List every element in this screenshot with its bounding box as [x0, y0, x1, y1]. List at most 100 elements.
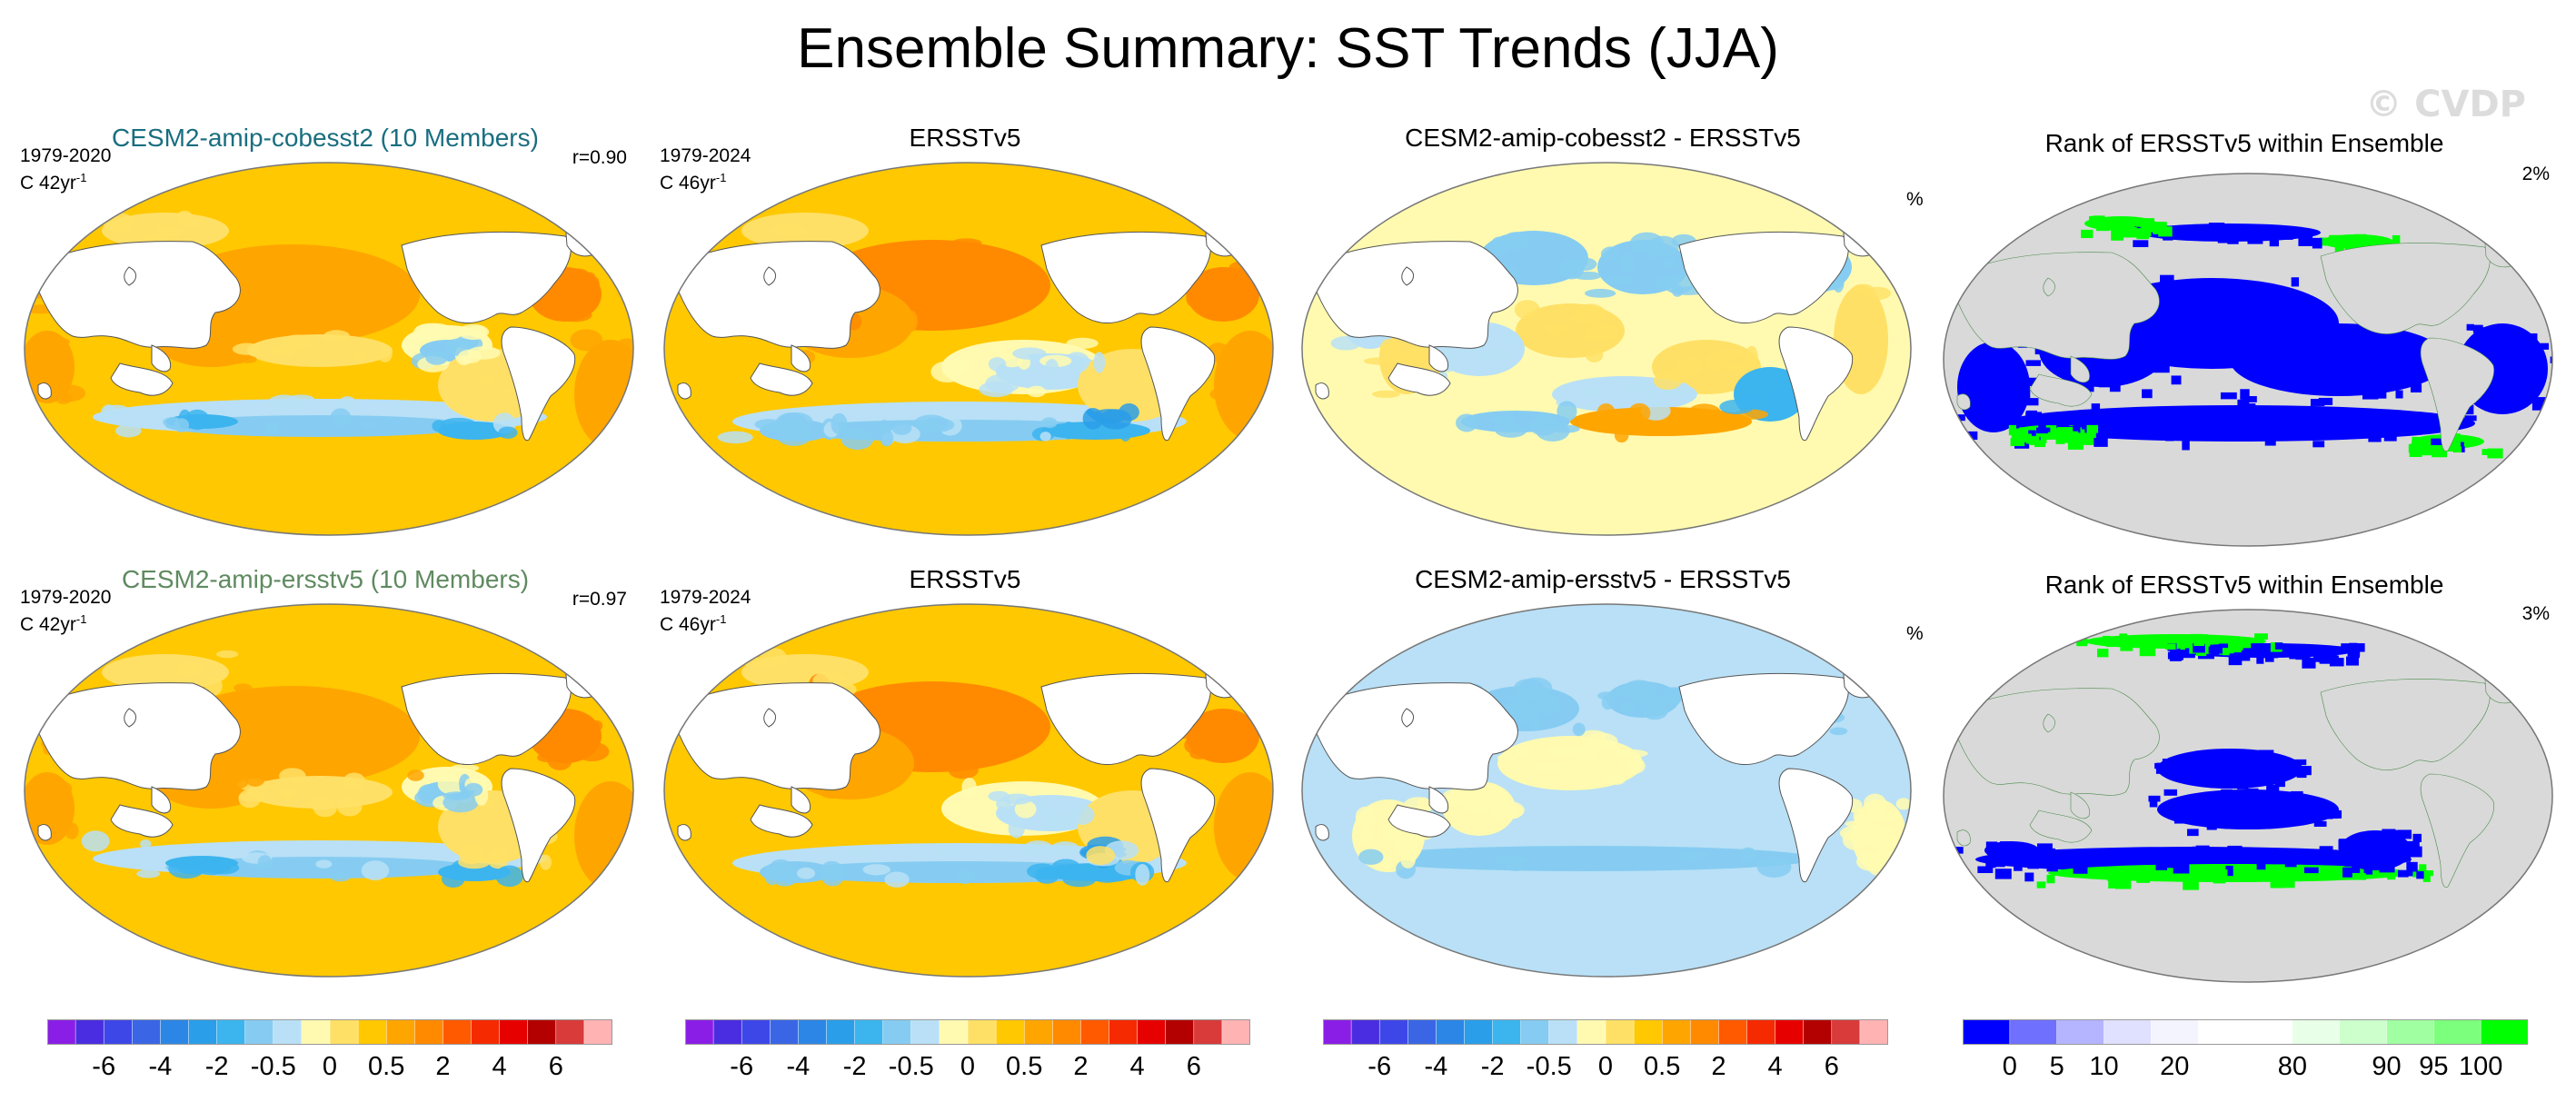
- rank-cell: [2242, 412, 2253, 423]
- rank-cell: [2160, 274, 2174, 283]
- colorbar-swatch: [2009, 1019, 2058, 1046]
- land: [1956, 829, 1971, 847]
- land: [1778, 768, 1854, 883]
- contour-patch: [96, 649, 115, 664]
- rank-cell: [2193, 636, 2205, 647]
- rank-cell: [2412, 436, 2424, 444]
- land: [1678, 231, 1849, 324]
- land: [35, 241, 241, 349]
- rank-cell: [2158, 226, 2173, 237]
- contour-patch: [905, 310, 918, 333]
- contour-patch: [1461, 787, 1481, 800]
- contour-patch: [862, 864, 890, 876]
- colorbar-swatch: [826, 1019, 856, 1046]
- contour-patch: [1069, 805, 1095, 825]
- contour-patch: [140, 839, 152, 849]
- land: [1313, 241, 1518, 349]
- rank-cell: [2337, 361, 2354, 368]
- rank-cell: [2416, 358, 2424, 368]
- contour-patch: [417, 784, 440, 804]
- land: [750, 362, 813, 396]
- land: [1428, 344, 1449, 372]
- colorbar-swatch: [910, 1019, 940, 1046]
- contour-patch: [1537, 694, 1562, 717]
- rank-cell: [2333, 854, 2342, 862]
- contour-patch: [771, 421, 793, 433]
- map-field: [25, 163, 633, 535]
- contour-patch: [174, 418, 190, 432]
- contour-patch: [608, 372, 633, 386]
- contour-patch: [1226, 810, 1240, 832]
- contour-patch: [891, 422, 912, 435]
- rank-cell: [2318, 397, 2333, 405]
- contour-patch: [1215, 730, 1244, 741]
- rank-cell: [2384, 852, 2400, 862]
- contour-patch: [1662, 257, 1676, 270]
- rank-cell: [2379, 863, 2395, 873]
- contour-patch: [265, 422, 279, 436]
- contour-patch: [43, 779, 73, 798]
- rank-cell: [2101, 218, 2113, 228]
- contour-patch: [1023, 840, 1053, 857]
- rank-cell: [2153, 226, 2163, 234]
- rank-cell: [2122, 361, 2130, 372]
- rank-cell: [2328, 235, 2341, 242]
- contour-patch: [1680, 851, 1706, 863]
- rank-cell: [2208, 223, 2225, 233]
- contour-patch: [25, 355, 50, 370]
- rank-cell: [2229, 653, 2240, 664]
- contour-patch: [495, 865, 523, 888]
- rank-cell: [2452, 433, 2461, 440]
- colorbar-swatch: [1137, 1019, 1167, 1046]
- colorbar-swatch: [1605, 1019, 1635, 1046]
- contour-patch: [1713, 347, 1748, 360]
- contour-patch: [570, 329, 603, 352]
- rank-cell: [2312, 237, 2322, 249]
- rank-cell: [2337, 334, 2353, 345]
- land: [675, 682, 880, 790]
- contour-patch: [1634, 427, 1662, 435]
- map-outline: [1301, 162, 1912, 536]
- contour-patch: [847, 847, 871, 857]
- map: [663, 162, 1274, 536]
- colorbar-tick-label: 10: [2089, 1052, 2119, 1081]
- rank-cell: [2298, 235, 2313, 246]
- rank-cell: [2025, 398, 2039, 406]
- rank-cell: [2036, 843, 2053, 854]
- colorbar-swatch: [1548, 1019, 1578, 1046]
- rank-cell: [2187, 829, 2199, 837]
- land: [791, 786, 811, 814]
- rank-cell: [2457, 417, 2468, 427]
- contour-patch: [1059, 423, 1077, 435]
- contour-patch: [988, 790, 1010, 802]
- rank-cell: [2199, 868, 2212, 879]
- land: [2483, 232, 2523, 268]
- contour-patch: [467, 346, 501, 360]
- contour-patch: [245, 298, 268, 308]
- rank-cell: [2491, 370, 2505, 380]
- contour-patch: [1585, 347, 1604, 362]
- rank-cell: [2236, 800, 2249, 810]
- colorbar-swatch: [1963, 1019, 2011, 1046]
- contour-patch: [1214, 739, 1251, 758]
- rank-cell: [2094, 437, 2108, 447]
- contour-region: [165, 415, 474, 437]
- rank-cell: [2467, 438, 2479, 444]
- rank-cell: [2165, 859, 2181, 869]
- contour-patch: [830, 412, 848, 435]
- contour-patch: [244, 767, 266, 787]
- contour-patch: [478, 375, 496, 387]
- rank-cell: [2522, 333, 2538, 341]
- contour-patch: [65, 822, 79, 839]
- colorbar-tick-label: 0: [1597, 1052, 1614, 1081]
- rank-cell: [2086, 424, 2099, 433]
- rank-cell: [2000, 841, 2014, 849]
- contour-patch: [1686, 403, 1722, 424]
- rank-cell: [2419, 864, 2427, 871]
- rank-cell: [2408, 870, 2418, 877]
- contour-patch: [1477, 349, 1513, 362]
- contour-patch: [600, 438, 628, 458]
- rank-cell: [2372, 374, 2387, 382]
- land: [124, 266, 136, 286]
- rank-cell: [2155, 767, 2167, 774]
